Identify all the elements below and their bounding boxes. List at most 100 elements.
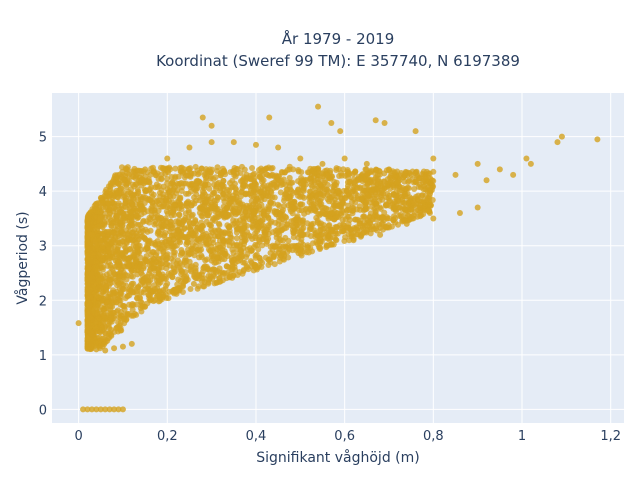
cloud-point — [226, 224, 233, 231]
cloud-point — [118, 309, 125, 316]
cloud-point — [127, 214, 134, 221]
cloud-point — [100, 273, 107, 280]
cloud-point — [300, 186, 307, 193]
cloud-point — [368, 203, 375, 210]
cloud-point — [124, 292, 131, 299]
cloud-point — [255, 246, 262, 253]
cloud-point — [127, 287, 134, 294]
cloud-point — [146, 179, 153, 186]
x-tick-label: 1 — [518, 429, 526, 444]
cloud-point — [308, 202, 315, 209]
cloud-point — [171, 249, 178, 256]
cloud-point — [252, 185, 259, 192]
cloud-point — [372, 222, 379, 229]
data-point — [155, 291, 162, 298]
cloud-point — [361, 213, 368, 220]
cloud-point — [125, 262, 132, 269]
cloud-point — [276, 246, 283, 253]
cloud-point — [282, 181, 289, 188]
cloud-point — [203, 230, 210, 237]
cloud-point — [427, 185, 434, 192]
cloud-point — [109, 239, 116, 246]
cloud-point — [411, 186, 418, 193]
cloud-point — [385, 215, 392, 222]
cloud-point — [314, 197, 321, 204]
cloud-point — [215, 194, 222, 201]
cloud-point — [102, 288, 109, 295]
cloud-point — [117, 273, 124, 280]
data-point — [328, 120, 335, 126]
cloud-point — [132, 243, 139, 250]
cloud-point — [194, 246, 201, 253]
cloud-point — [197, 224, 204, 231]
cloud-point — [139, 233, 146, 240]
cloud-point — [360, 207, 367, 214]
cloud-point — [241, 238, 248, 245]
data-point — [297, 155, 304, 162]
cloud-point — [354, 216, 361, 223]
cloud-point — [364, 222, 371, 229]
data-point — [252, 141, 259, 148]
cloud-point — [249, 222, 256, 229]
cloud-point — [161, 232, 168, 239]
cloud-point — [121, 203, 128, 210]
cloud-point — [230, 168, 237, 175]
data-point — [80, 406, 87, 413]
cloud-point — [286, 174, 293, 181]
cloud-point — [420, 205, 427, 212]
cloud-point — [232, 173, 239, 180]
cloud-point — [257, 194, 264, 201]
cloud-point — [183, 200, 190, 207]
cloud-point — [374, 227, 381, 234]
cloud-point — [233, 229, 240, 236]
cloud-point — [164, 280, 171, 287]
data-point — [430, 155, 437, 162]
cloud-point — [93, 242, 100, 249]
cloud-point — [251, 174, 258, 181]
cloud-point — [199, 183, 206, 190]
cloud-point — [267, 199, 274, 206]
cloud-point — [297, 201, 304, 208]
cloud-point — [155, 266, 162, 273]
cloud-point — [88, 271, 95, 278]
cloud-point — [259, 235, 266, 242]
cloud-point — [101, 308, 108, 315]
cloud-point — [88, 342, 95, 349]
cloud-point — [324, 196, 331, 203]
cloud-point — [278, 168, 285, 175]
cloud-point — [120, 212, 127, 219]
cloud-point — [164, 167, 171, 174]
cloud-point — [329, 199, 336, 206]
tick-labels: 0 0,2 0,4 0,6 0,8 1 1,2 0 1 2 3 4 5 — [39, 131, 621, 444]
cloud-point — [157, 260, 164, 267]
cloud-point — [181, 273, 188, 280]
cloud-point — [138, 308, 145, 315]
cloud-point — [148, 295, 155, 302]
cloud-point — [401, 199, 408, 206]
cloud-point — [331, 181, 338, 188]
cloud-point — [95, 316, 102, 323]
cloud-point — [155, 276, 162, 283]
cloud-point — [172, 165, 179, 172]
cloud-point — [174, 227, 181, 234]
cloud-point — [106, 334, 113, 341]
cloud-point — [170, 258, 177, 265]
cloud-point — [221, 210, 228, 217]
cloud-point — [130, 196, 137, 203]
cloud-point — [179, 184, 186, 191]
cloud-point — [225, 187, 232, 194]
cloud-point — [356, 196, 363, 203]
cloud-point — [184, 233, 191, 240]
y-tick-label: 4 — [39, 185, 47, 200]
cloud-point — [303, 249, 310, 256]
cloud-point — [372, 208, 379, 215]
cloud-point — [139, 277, 146, 284]
data-point — [594, 136, 601, 143]
cloud-point — [316, 238, 323, 245]
cloud-point — [233, 190, 240, 197]
cloud-point — [151, 210, 158, 217]
data-point — [452, 171, 459, 178]
cloud-point — [316, 220, 323, 227]
data-point — [377, 231, 384, 238]
cloud-point — [285, 242, 292, 249]
